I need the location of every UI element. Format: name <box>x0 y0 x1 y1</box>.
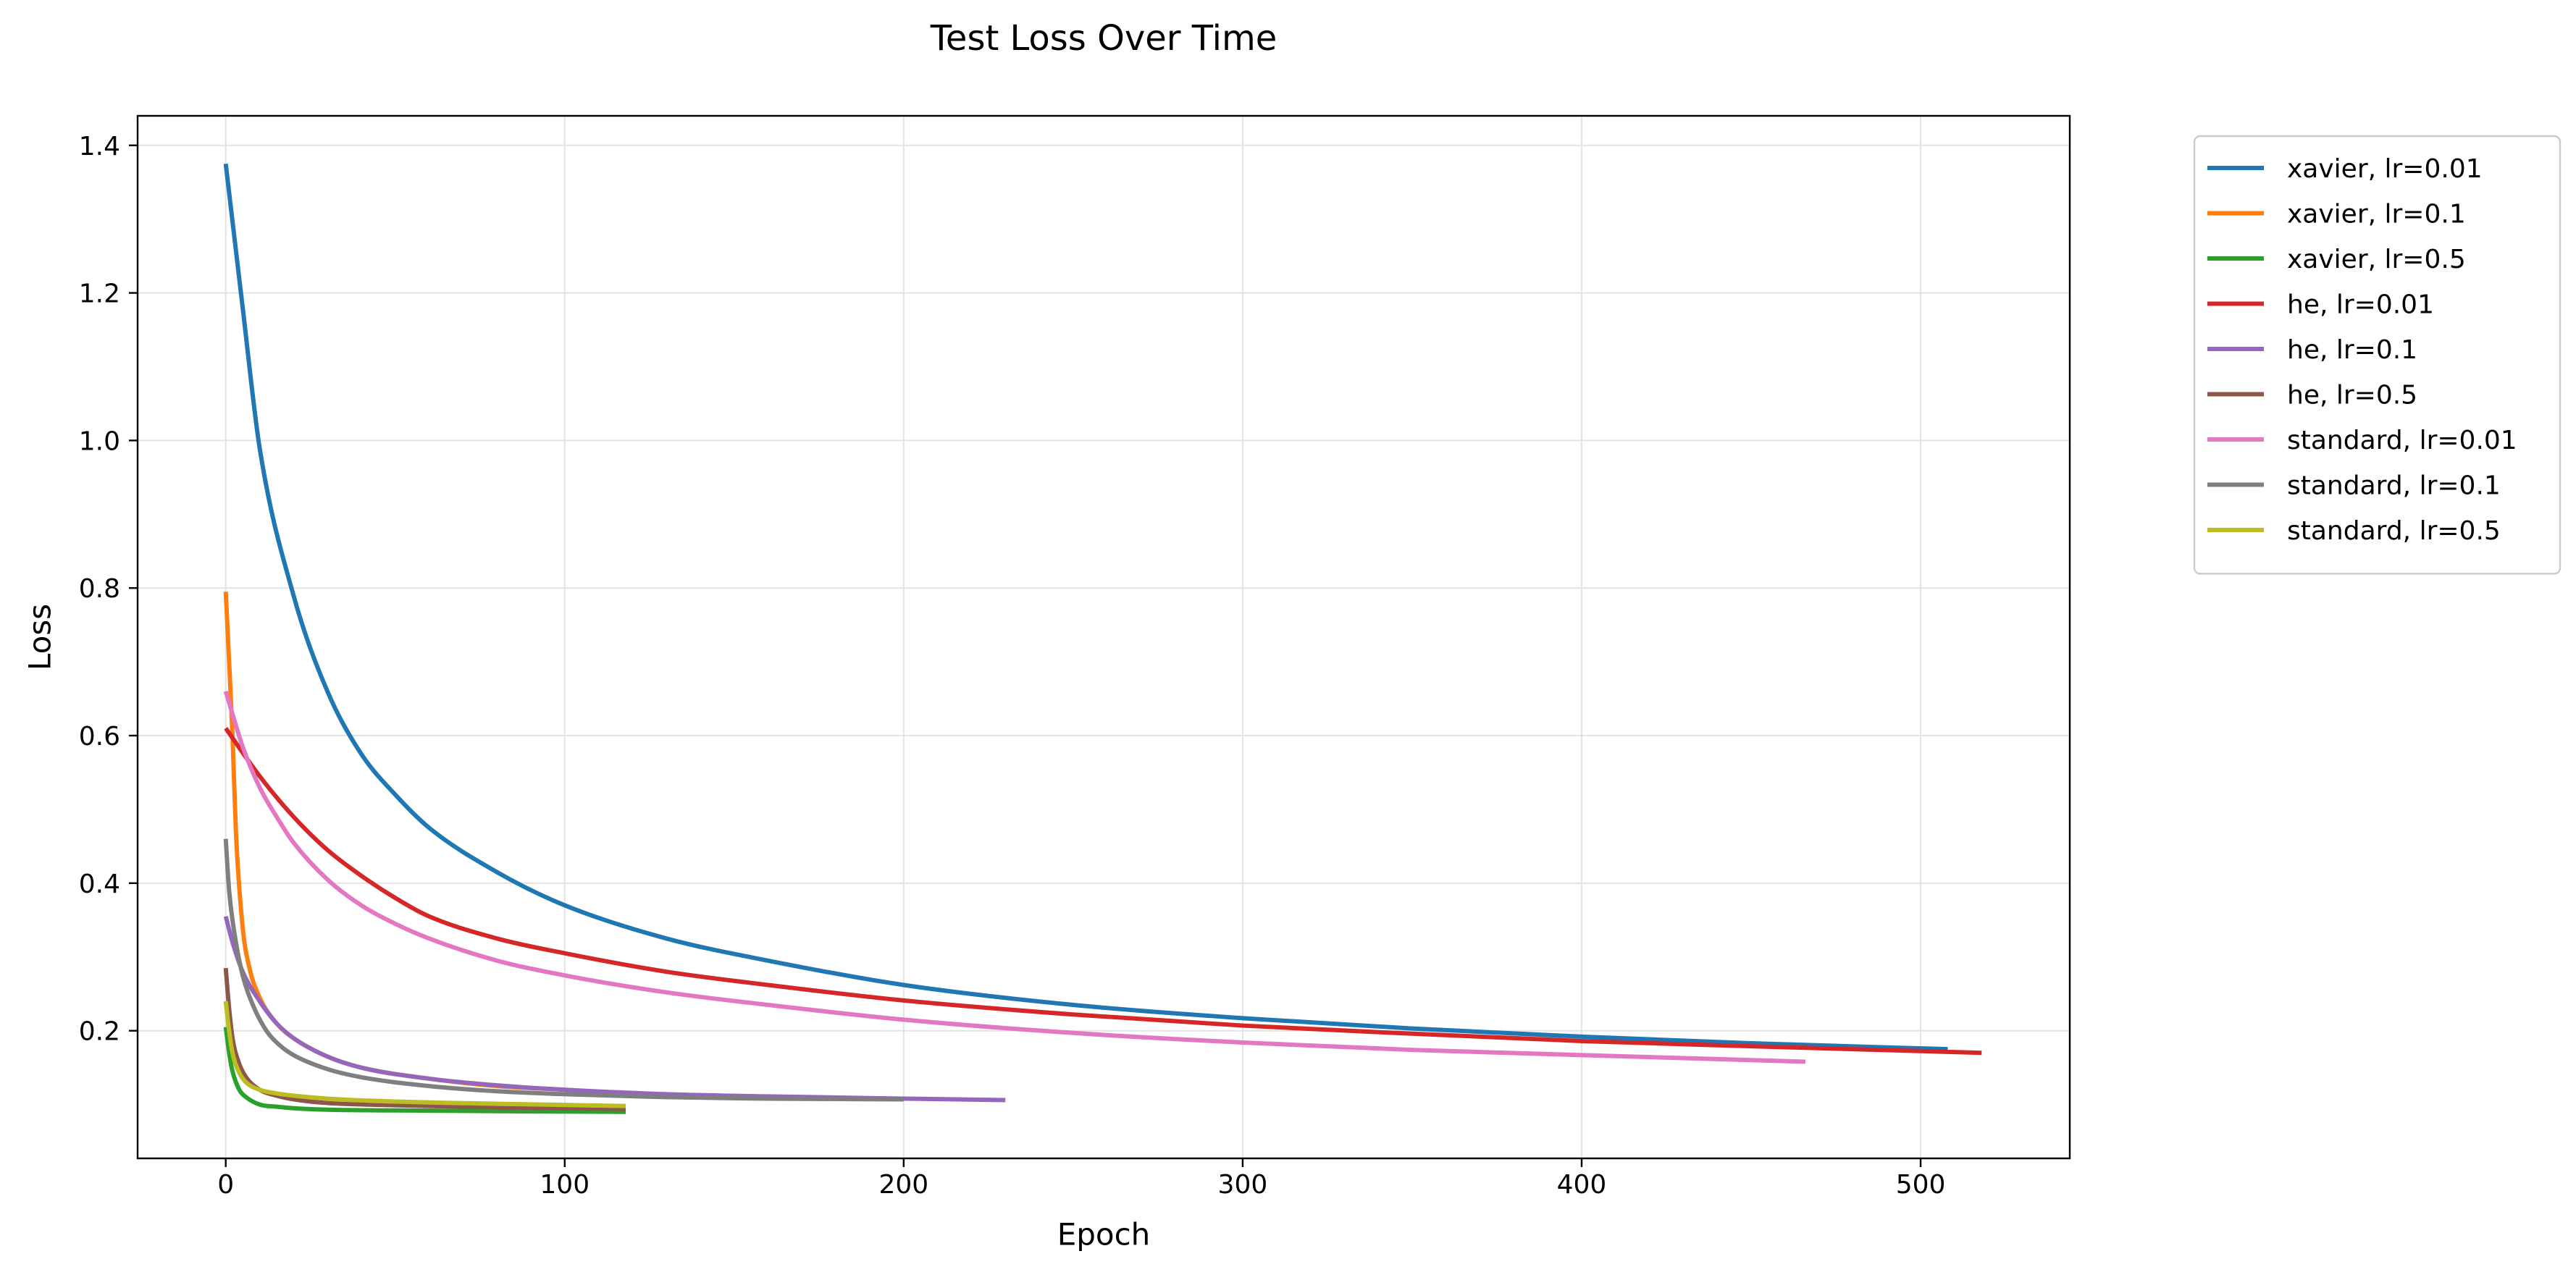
series-layer <box>223 163 1982 1114</box>
x-axis-label: Epoch <box>1057 1217 1151 1252</box>
legend-box <box>2193 135 2562 575</box>
x-tick-label: 100 <box>540 1170 590 1200</box>
series-line-standard-lr-0-01 <box>223 691 1805 1064</box>
plot-frame <box>136 114 2071 1160</box>
x-tick-label: 300 <box>1218 1170 1268 1200</box>
legend-label: he, lr=0.01 <box>2287 290 2434 320</box>
y-axis-label: Loss <box>22 604 58 670</box>
grid-layer <box>138 116 2070 1158</box>
x-tick-label: 0 <box>217 1170 234 1200</box>
legend-label: standard, lr=0.5 <box>2287 516 2501 546</box>
y-tick-label: 0.6 <box>79 722 120 751</box>
legend-items: xavier, lr=0.01 xavier, lr=0.1 xavier, lr=… <box>2207 154 2517 546</box>
x-tick-label: 400 <box>1557 1170 1607 1200</box>
y-tick-label: 1.2 <box>79 279 120 309</box>
legend-label: standard, lr=0.1 <box>2287 471 2501 501</box>
legend-label: he, lr=0.5 <box>2287 381 2417 410</box>
x-tick-label: 500 <box>1896 1170 1946 1200</box>
series-line-xavier-lr-0-01 <box>223 163 1948 1052</box>
series-line-standard-lr-0-5 <box>223 1001 626 1108</box>
series-line-standard-lr-0-1 <box>223 838 904 1102</box>
series-line-he-lr-0-01 <box>224 727 1982 1056</box>
ticks-layer: 0 100 200 300 400 500 0.2 0.4 0.6 0.8 1.0 1.2 1.4 <box>79 132 1946 1200</box>
legend-label: standard, lr=0.01 <box>2287 426 2517 455</box>
series-line-he-lr-0-5 <box>223 967 626 1111</box>
y-tick-label: 1.0 <box>79 426 120 456</box>
x-tick-label: 200 <box>878 1170 928 1200</box>
legend-label: he, lr=0.1 <box>2287 335 2417 365</box>
y-tick-label: 0.4 <box>79 870 120 899</box>
series-line-xavier-lr-0-5 <box>223 1027 626 1114</box>
y-tick-label: 0.2 <box>79 1017 120 1047</box>
legend: xavier, lr=0.01 xavier, lr=0.1 xavier, lr=… <box>2193 135 2562 575</box>
legend-label: xavier, lr=0.5 <box>2287 245 2466 274</box>
y-tick-label: 1.4 <box>79 132 120 161</box>
series-line-xavier-lr-0-1 <box>223 591 626 1096</box>
legend-label: xavier, lr=0.1 <box>2287 200 2466 230</box>
y-tick-label: 0.8 <box>79 574 120 604</box>
chart-title: Test Loss Over Time <box>930 18 1277 59</box>
legend-label: xavier, lr=0.01 <box>2287 154 2483 184</box>
